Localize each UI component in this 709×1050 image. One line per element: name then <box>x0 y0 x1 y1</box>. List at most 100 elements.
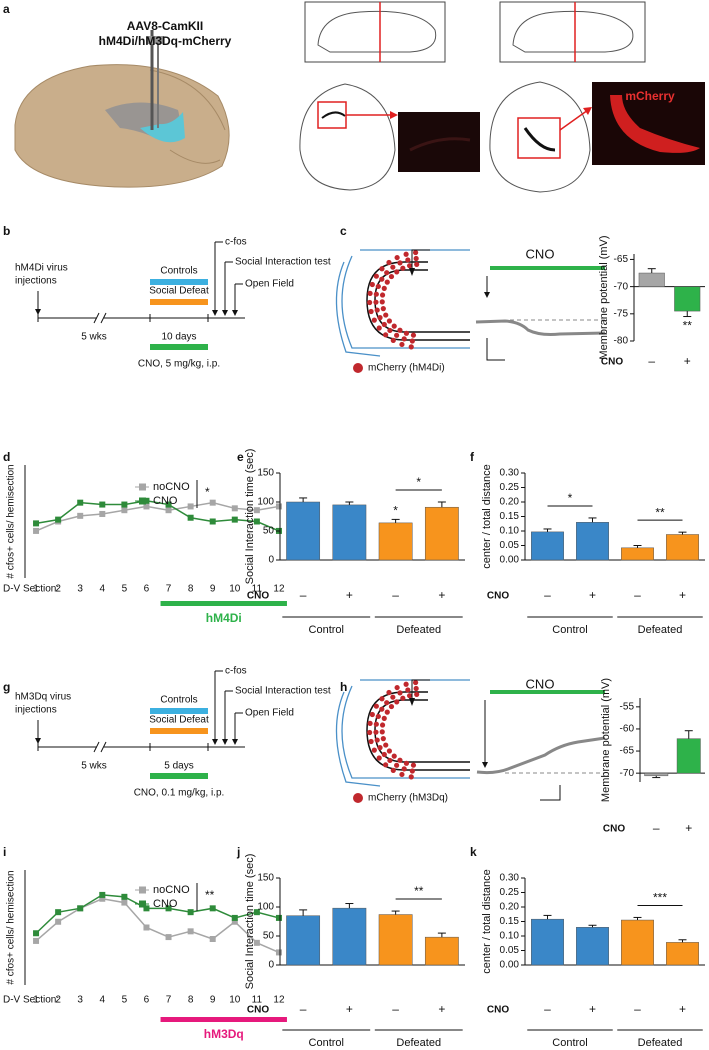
point <box>55 918 62 925</box>
x-axis-label: D-V Section: <box>3 584 59 595</box>
y-axis-label: Membrane potential (mV) <box>600 678 612 802</box>
cell <box>379 292 386 298</box>
cell <box>399 341 405 348</box>
cell <box>401 766 407 772</box>
cell <box>388 703 395 710</box>
point <box>99 891 106 898</box>
x-tick-label: 6 <box>144 995 150 1006</box>
cell <box>394 762 400 768</box>
panel-label: e <box>237 450 244 464</box>
cell <box>413 255 419 262</box>
bar <box>531 531 564 561</box>
cell <box>386 748 393 754</box>
x-tick-label: 12 <box>273 995 285 1006</box>
cell <box>379 729 385 735</box>
cell <box>373 703 379 709</box>
axis-break <box>100 312 107 324</box>
y-tick-label: 50 <box>263 931 275 942</box>
y-tick-label: -65 <box>620 746 635 757</box>
arrow-head <box>232 310 238 316</box>
cell <box>397 757 403 763</box>
axis-break <box>93 312 100 324</box>
y-tick-label: -75 <box>614 308 629 319</box>
controls-label: Controls <box>160 266 197 277</box>
cell <box>394 332 400 338</box>
point <box>253 507 260 514</box>
x-axis-label: CNO <box>247 1005 269 1016</box>
cell <box>408 774 414 780</box>
x-tick-label: – <box>392 588 399 602</box>
arrow-head <box>232 739 238 745</box>
x-tick-label: – <box>648 354 655 368</box>
group-label: Control <box>309 1037 344 1049</box>
point <box>165 934 172 941</box>
cell <box>368 308 374 315</box>
legend-label: CNO <box>153 495 178 507</box>
cell <box>377 315 383 321</box>
y-axis-label: Social Interaction time (sec) <box>244 449 256 585</box>
y-tick-label: 50 <box>263 526 275 537</box>
series-line <box>35 897 280 954</box>
point <box>121 501 128 508</box>
x-tick-label: + <box>589 588 596 602</box>
x-tick-label: 11 <box>252 995 263 1006</box>
cell <box>397 690 403 696</box>
point <box>187 909 194 916</box>
y-tick-label: -70 <box>620 768 635 779</box>
y-tick-label: -60 <box>620 724 635 735</box>
cell <box>371 317 377 323</box>
cell <box>384 700 390 706</box>
x-tick-label: 5 <box>122 584 128 595</box>
group-label: Defeated <box>396 624 441 636</box>
electrode <box>411 679 430 698</box>
treatment-bar <box>160 1017 287 1022</box>
group-label: Control <box>552 624 587 636</box>
virus-label: injections <box>15 705 57 716</box>
x-tick-label: 7 <box>166 995 172 1006</box>
y-tick-label: 0.30 <box>500 468 520 479</box>
y-tick-label: 0.10 <box>500 931 520 942</box>
cell <box>397 260 403 266</box>
cell <box>409 338 415 344</box>
event-label: Open Field <box>245 708 294 719</box>
x-tick-label: 3 <box>77 995 83 1006</box>
significance: * <box>205 485 210 499</box>
point <box>55 909 62 916</box>
y-axis-label: center / total distance <box>481 869 493 974</box>
cells-label: mCherry (hM4Di) <box>368 363 445 374</box>
x-axis-label: CNO <box>601 357 623 368</box>
bar <box>621 919 654 966</box>
x-axis-label: D-V Section: <box>3 995 59 1006</box>
legend-label: noCNO <box>153 884 190 896</box>
blue-layer <box>341 685 470 779</box>
point <box>121 899 128 906</box>
cell <box>413 249 419 256</box>
cell <box>367 729 373 736</box>
x-tick-label: 2 <box>55 584 61 595</box>
cell <box>406 263 413 269</box>
x-tick-label: 9 <box>210 584 216 595</box>
cell <box>384 709 390 715</box>
cell <box>371 747 377 753</box>
point <box>187 928 194 935</box>
bar <box>531 918 564 966</box>
arrow-head <box>222 739 228 745</box>
bar <box>424 506 459 561</box>
y-tick-label: 100 <box>257 497 274 508</box>
cell <box>368 738 374 745</box>
brain-3d <box>14 30 230 188</box>
bar <box>621 547 654 561</box>
cell <box>379 276 385 282</box>
panel-label: a <box>3 2 10 16</box>
panel-label: f <box>470 450 475 464</box>
cell <box>383 762 389 768</box>
bar <box>644 772 669 777</box>
cell <box>376 325 382 331</box>
cell <box>375 283 381 290</box>
x-tick-label: 9 <box>210 995 216 1006</box>
arrow-head <box>212 310 218 316</box>
virus-label: hM4Di virus <box>15 263 68 274</box>
group-label: Defeated <box>638 1037 683 1049</box>
